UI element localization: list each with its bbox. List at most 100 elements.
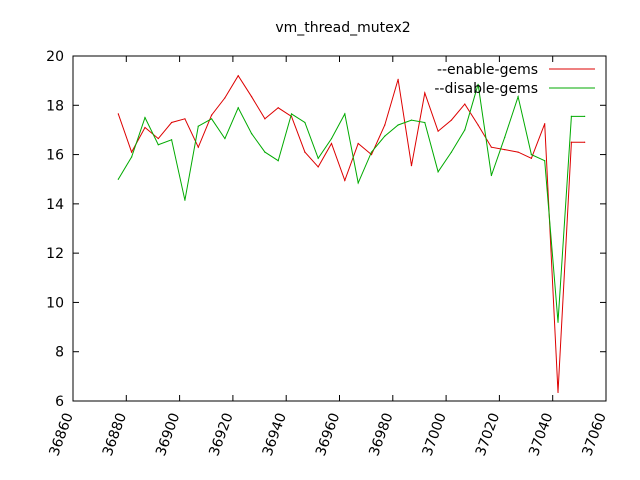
x-tick-label: 37040 — [526, 411, 556, 458]
x-tick-label: 37020 — [473, 411, 503, 458]
series-layer — [117, 74, 586, 393]
data-point — [250, 96, 253, 98]
x-tick-label: 36920 — [206, 411, 236, 458]
data-point — [504, 136, 506, 138]
legend-label: --disable-gems — [434, 81, 538, 97]
data-point — [530, 157, 532, 159]
y-tick-label: 20 — [46, 49, 64, 65]
data-point — [197, 125, 199, 127]
data-point — [250, 133, 253, 135]
data-point — [184, 118, 186, 120]
series-line — [117, 74, 585, 393]
x-tick-label: 36940 — [260, 411, 290, 458]
data-point — [237, 107, 239, 109]
data-point — [490, 146, 493, 148]
data-point — [224, 97, 226, 99]
data-point — [490, 174, 493, 177]
data-point — [464, 129, 466, 131]
data-point — [384, 124, 386, 126]
data-point — [384, 135, 386, 137]
series-line — [117, 84, 585, 323]
series-disable-gems — [117, 83, 586, 323]
data-point — [317, 157, 319, 159]
data-point — [304, 121, 306, 124]
x-tick-label: 36860 — [46, 411, 76, 458]
data-point — [530, 153, 532, 156]
y-tick-label: 10 — [46, 295, 64, 311]
data-point — [397, 124, 399, 126]
data-point — [557, 321, 559, 323]
y-tick-label: 6 — [55, 394, 64, 410]
data-point — [357, 182, 359, 184]
data-point — [330, 137, 333, 140]
y-tick-label: 18 — [46, 98, 64, 114]
data-point — [584, 115, 586, 117]
x-tick-label: 36880 — [100, 411, 130, 458]
x-tick-label: 37000 — [420, 411, 450, 458]
data-point — [317, 166, 319, 168]
data-point — [450, 151, 453, 153]
data-point — [370, 153, 373, 156]
data-point — [397, 78, 399, 81]
series-enable-gems — [117, 74, 586, 393]
data-point — [277, 160, 279, 162]
data-point — [424, 121, 426, 124]
data-point — [210, 114, 213, 116]
data-point — [517, 96, 519, 98]
data-point — [344, 113, 346, 115]
plot-frame — [72, 55, 607, 402]
data-point — [131, 156, 133, 158]
data-point — [277, 107, 279, 109]
data-point — [171, 121, 173, 124]
x-tick-label: 36980 — [366, 411, 396, 458]
data-point — [210, 118, 213, 120]
chart-title: vm_thread_mutex2 — [275, 20, 410, 36]
data-point — [357, 142, 359, 145]
data-point — [450, 119, 453, 121]
data-point — [424, 92, 426, 94]
data-point — [117, 113, 119, 115]
y-axis: 6 8 10 12 14 16 18 20 — [46, 49, 606, 410]
data-point — [304, 151, 306, 153]
data-point — [224, 137, 226, 140]
data-point — [237, 75, 239, 77]
data-point — [410, 119, 413, 121]
legend: --enable-gems --disable-gems — [434, 62, 595, 97]
data-point — [344, 179, 346, 182]
data-point — [544, 160, 546, 162]
data-point — [197, 146, 199, 148]
y-tick-label: 8 — [55, 345, 64, 361]
data-point — [117, 178, 119, 180]
data-point — [437, 130, 439, 132]
data-point — [264, 118, 266, 120]
data-point — [157, 144, 159, 146]
data-point — [144, 117, 146, 119]
data-point — [584, 141, 586, 143]
data-point — [504, 149, 506, 151]
data-point — [437, 171, 439, 173]
x-tick-label: 36900 — [153, 411, 183, 458]
data-point — [570, 141, 572, 143]
y-tick-label: 16 — [46, 148, 64, 164]
y-tick-label: 14 — [46, 197, 64, 213]
data-point — [557, 391, 559, 393]
data-point — [464, 103, 466, 105]
legend-label: --enable-gems — [437, 62, 538, 78]
data-point — [517, 151, 519, 153]
data-point — [184, 199, 186, 201]
data-point — [544, 123, 546, 125]
y-tick-label: 12 — [46, 246, 64, 262]
data-point — [410, 165, 413, 167]
data-point — [157, 137, 159, 140]
data-point — [131, 151, 133, 153]
data-point — [290, 113, 293, 115]
data-point — [370, 151, 373, 153]
x-tick-label: 36960 — [313, 411, 343, 458]
data-point — [171, 139, 173, 141]
data-point — [264, 151, 266, 153]
x-axis: 36860 36880 36900 36920 36940 36960 36980 37000… — [46, 56, 610, 458]
data-point — [570, 115, 572, 117]
data-point — [330, 142, 333, 145]
data-point — [144, 126, 146, 129]
